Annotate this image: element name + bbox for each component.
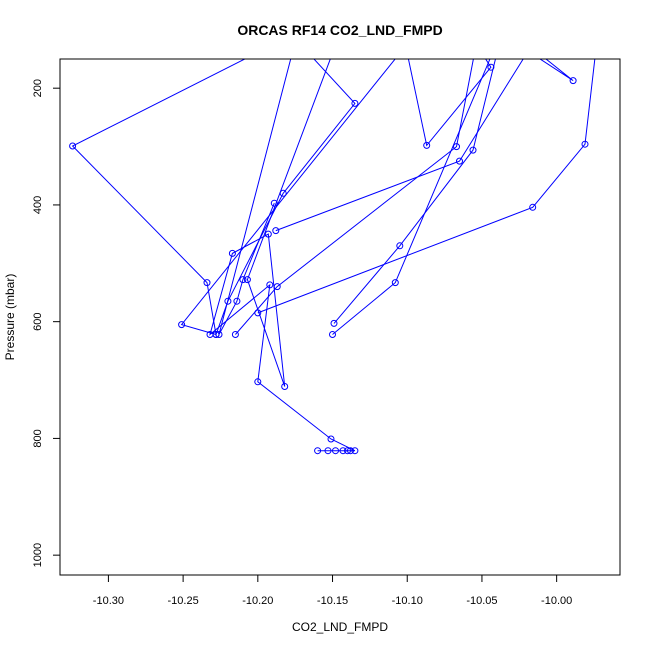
series-line [71, 59, 356, 337]
data-point [324, 447, 332, 455]
data-point [314, 447, 322, 455]
data-point [69, 142, 77, 150]
data-point [264, 230, 272, 238]
data-point [391, 279, 399, 287]
data-point [469, 146, 477, 154]
x-tick-label: -10.30 [93, 595, 124, 607]
x-axis: -10.30 -10.25 -10.20 -10.15 -10.10 -10.05 -10.… [93, 575, 572, 607]
x-axis-label: CO2_LND_FMPD [292, 620, 388, 634]
data-series-8 [330, 59, 496, 327]
data-point [347, 447, 354, 455]
series-line [275, 59, 524, 232]
data-point [396, 242, 404, 250]
data-point [272, 227, 280, 235]
data-point [581, 140, 589, 148]
y-tick-label: 600 [32, 312, 44, 330]
data-point [351, 447, 359, 455]
data-point [203, 279, 211, 287]
series-layer [69, 59, 596, 455]
series-line [180, 59, 396, 335]
series-line [257, 59, 596, 314]
data-point [215, 331, 223, 338]
series-line [539, 59, 574, 82]
y-tick-label: 400 [32, 196, 44, 214]
y-axis: 200 400 600 800 1000 [32, 79, 60, 567]
series-line [235, 59, 474, 335]
x-tick-label: -10.05 [466, 595, 497, 607]
data-point [569, 77, 577, 85]
chart-title: ORCAS RF14 CO2_LND_FMPD [237, 22, 442, 38]
data-series-5 [254, 59, 596, 317]
x-tick-label: -10.10 [392, 595, 423, 607]
data-series-6 [215, 59, 292, 338]
series-line [218, 59, 292, 335]
data-series-1 [206, 59, 359, 455]
data-point [529, 203, 537, 211]
data-point [270, 199, 278, 207]
data-point [254, 378, 262, 386]
plot-frame [59, 58, 621, 576]
data-point [332, 447, 339, 455]
data-point [281, 383, 289, 390]
y-tick-label: 200 [32, 79, 44, 97]
data-point [423, 141, 431, 149]
data-point [456, 157, 463, 165]
series-line [209, 59, 356, 452]
data-point [330, 319, 338, 327]
data-series-2 [69, 59, 359, 338]
data-series-9 [272, 59, 524, 235]
data-point [344, 447, 351, 455]
data-point [228, 249, 236, 257]
data-point [266, 281, 274, 289]
data-point [351, 99, 359, 107]
data-point [239, 276, 247, 284]
series-line [407, 59, 492, 147]
data-point [254, 309, 262, 317]
data-series-3 [178, 59, 396, 338]
series-line [333, 59, 496, 324]
data-series-7 [329, 59, 491, 338]
data-point [453, 143, 460, 151]
x-tick-label: -10.20 [242, 595, 273, 607]
y-tick-label: 1000 [32, 543, 44, 567]
data-point [224, 297, 232, 305]
data-point [487, 63, 495, 71]
y-tick-label: 800 [32, 429, 44, 447]
data-point [279, 189, 287, 197]
x-tick-label: -10.00 [541, 595, 572, 607]
data-point [231, 331, 239, 338]
data-point [178, 321, 186, 329]
data-point [329, 331, 336, 338]
data-point [243, 276, 251, 284]
data-series-11 [539, 59, 577, 85]
series-line [332, 59, 491, 335]
y-axis-label: Pressure (mbar) [3, 274, 17, 361]
data-point [233, 297, 241, 305]
data-point [327, 435, 335, 443]
x-tick-label: -10.15 [317, 595, 348, 607]
data-point [339, 447, 347, 455]
data-series-10 [407, 59, 495, 149]
x-tick-label: -10.25 [168, 595, 199, 607]
data-point [273, 283, 281, 291]
